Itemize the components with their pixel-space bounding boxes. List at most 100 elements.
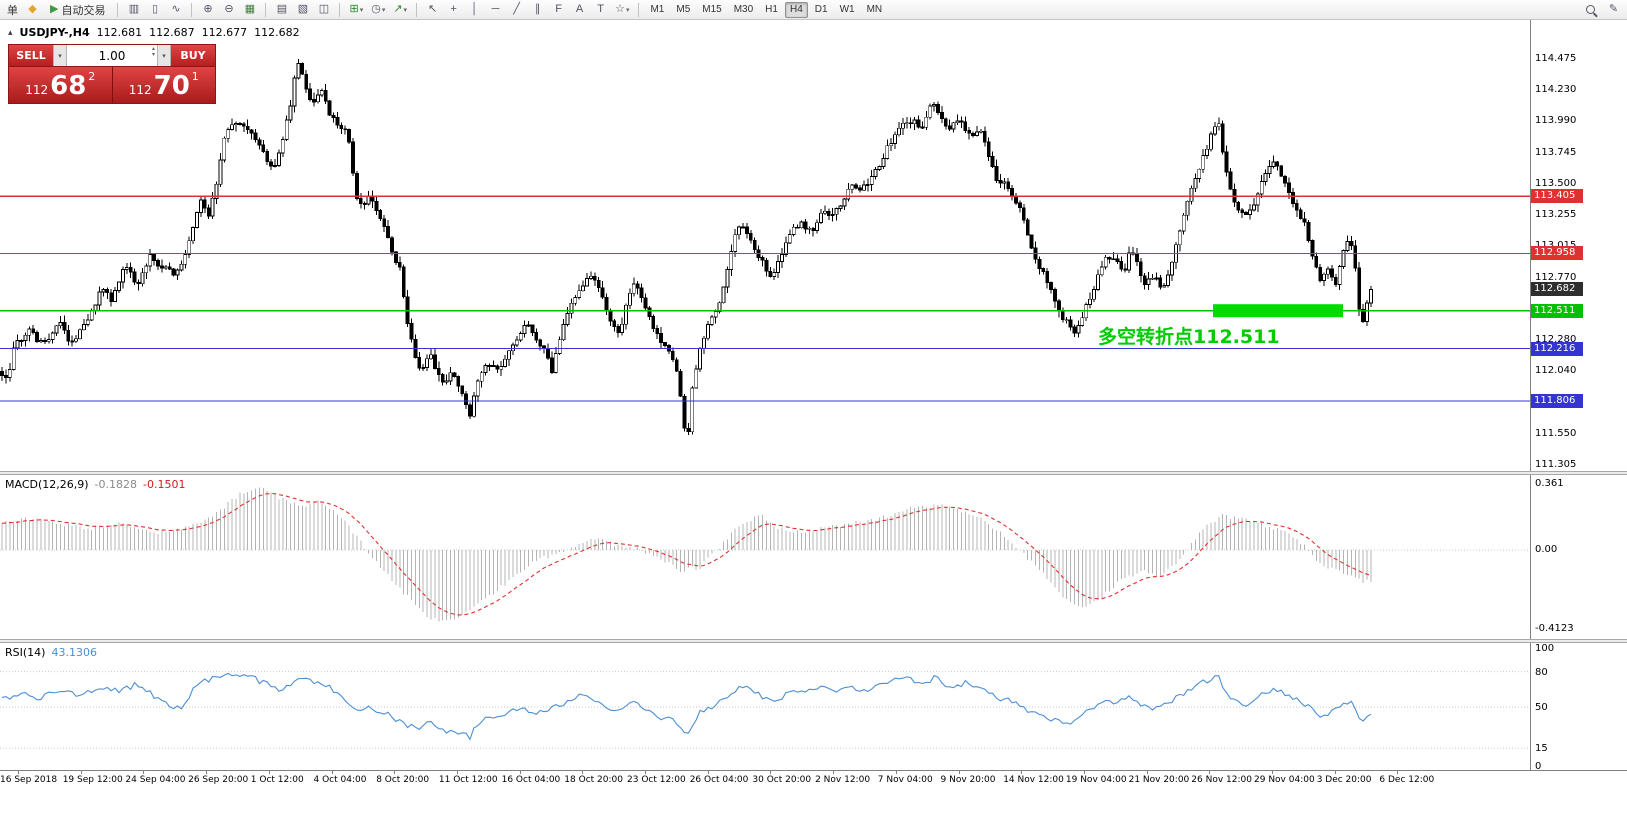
periods-icon[interactable]: ◷ ▾ [368, 1, 388, 18]
cascade-windows-icon-glyph: ▧ [297, 3, 309, 15]
timeframe-h4[interactable]: H4 [784, 1, 808, 18]
time-axis-tick [18, 771, 19, 774]
label-icon[interactable]: T [591, 1, 610, 18]
search-icon[interactable] [1581, 1, 1600, 18]
collapse-trade-panel-icon[interactable]: ▴ [8, 27, 13, 38]
trendline-icon[interactable]: ╱ [507, 1, 526, 18]
time-axis-label: 29 Nov 04:00 [1254, 775, 1315, 785]
spinner-up-icon[interactable]: ▴ [151, 45, 155, 52]
timeframe-d1[interactable]: D1 [810, 2, 833, 18]
tile-windows-icon[interactable]: ▦ [240, 1, 259, 18]
time-axis-tick [1021, 771, 1023, 774]
time-axis-label: 9 Nov 20:00 [940, 775, 996, 785]
macd-signal-value: -0.1501 [143, 478, 186, 491]
line-chart-icon[interactable]: ∿ [166, 1, 185, 18]
rsi-value: 43.1306 [51, 646, 97, 659]
timeframe-w1[interactable]: W1 [835, 2, 860, 18]
timeframe-m30[interactable]: M30 [729, 2, 758, 18]
text-icon[interactable]: A [570, 1, 589, 18]
magnifier-glyph [1586, 5, 1595, 14]
edit-icon[interactable]: ✎ [1604, 1, 1623, 18]
cascade-windows-icon[interactable]: ▧ [293, 1, 312, 18]
candlestick-chart[interactable] [0, 20, 1530, 471]
fibonacci-icon[interactable]: F [549, 1, 568, 18]
indicators-icon[interactable]: ↗ ▾ [390, 1, 410, 18]
price-axis-label: 111.305 [1535, 459, 1577, 471]
price-axis-label: 114.230 [1535, 84, 1577, 96]
horizontal-line-icon[interactable]: ─ [486, 1, 505, 18]
auto-trading-button[interactable]: ▶ 自动交易 [44, 1, 111, 18]
rsi-axis[interactable]: 100 80 50 15 0 [1530, 643, 1627, 770]
pencil-glyph: ✎ [1608, 3, 1619, 15]
sell-dropdown[interactable]: ▾ [53, 45, 67, 66]
time-axis-tick [1272, 771, 1273, 774]
panel-splitter[interactable] [0, 471, 1627, 475]
vertical-line-icon-glyph: │ [471, 3, 478, 15]
rsi-panel[interactable]: 100 80 50 15 0 RSI(14) 43.1306 [0, 643, 1627, 770]
indicators-icon-glyph: ↗ [393, 3, 403, 15]
buy-dropdown[interactable]: ▾ [157, 45, 171, 66]
zoom-in-icon[interactable]: ⊕ [198, 1, 217, 18]
buy-price-sup: 1 [191, 70, 199, 83]
price-level-badge: 111.806 [1531, 394, 1583, 409]
sell-price-button[interactable]: 112 68 2 [9, 67, 113, 103]
panel-splitter[interactable] [0, 639, 1627, 643]
timeframe-mn[interactable]: MN [862, 2, 888, 18]
cursor-icon[interactable]: ↖ [423, 1, 442, 18]
macd-chart[interactable] [0, 475, 1530, 639]
price-axis-label: 113.745 [1535, 146, 1577, 158]
bar-chart-icon[interactable]: ▥ [124, 1, 143, 18]
maximize-window-icon[interactable]: ◫ [314, 1, 333, 18]
lot-spinner[interactable]: ▴ ▾ [152, 46, 155, 58]
chevron-down-icon: ▾ [625, 6, 630, 14]
time-axis-tick [1334, 771, 1336, 774]
price-axis[interactable]: 114.475 114.230 113.990 113.745 113.500 113.2… [1530, 20, 1627, 471]
rsi-chart[interactable] [0, 643, 1530, 770]
price-axis-label: 111.550 [1535, 427, 1577, 439]
sell-button[interactable]: SELL [9, 45, 53, 66]
rsi-name: RSI(14) [5, 646, 46, 659]
shapes-icon[interactable]: ☆ ▾ [612, 1, 632, 18]
macd-axis-label: 0.00 [1535, 544, 1558, 555]
order-menu-label[interactable]: 单 [7, 3, 18, 17]
new-chart-icon[interactable]: ⊞ ▾ [346, 1, 366, 18]
timeframe-m5[interactable]: M5 [671, 2, 695, 18]
zoom-out-icon[interactable]: ⊖ [219, 1, 238, 18]
buy-button[interactable]: BUY [171, 45, 215, 66]
current-price-badge: 112.682 [1531, 281, 1583, 296]
time-axis-tick [645, 771, 646, 774]
time-axis-tick [80, 771, 82, 774]
buy-price-prefix: 112 [128, 83, 152, 98]
sell-price-big: 68 [50, 71, 87, 102]
chevron-down-icon: ▾ [359, 6, 364, 14]
time-axis-label: 23 Oct 12:00 [627, 775, 686, 785]
spinner-down-icon[interactable]: ▾ [151, 51, 155, 58]
toolbar-separator [638, 2, 640, 17]
lot-size-input[interactable]: 1.00 ▴ ▾ [67, 45, 157, 66]
buy-price-big: 70 [153, 71, 190, 102]
candlestick-icon[interactable]: ▯ [145, 1, 164, 18]
vertical-line-icon[interactable]: │ [465, 1, 484, 18]
chevron-down-icon: ▾ [162, 52, 166, 60]
symbol-name: USDJPY-,H4 [19, 26, 90, 39]
buy-price-button[interactable]: 112 70 1 [112, 67, 215, 103]
arrange-windows-icon[interactable]: ▤ [272, 1, 291, 18]
channel-icon[interactable]: ∥ [528, 1, 547, 18]
time-axis[interactable]: 16 Sep 2018 19 Sep 12:00 24 Sep 04:00 26 Se… [0, 770, 1627, 815]
price-axis-label: 112.770 [1535, 271, 1577, 283]
crosshair-icon[interactable]: + [444, 1, 463, 18]
macd-axis[interactable]: 0.361 0.00 -0.4123 [1530, 475, 1627, 639]
timeframe-m1[interactable]: M1 [645, 2, 669, 18]
macd-panel[interactable]: 0.361 0.00 -0.4123 MACD(12,26,9) -0.1828 -0.… [0, 475, 1627, 639]
timeframe-h1[interactable]: H1 [760, 2, 783, 18]
timeframe-m15[interactable]: M15 [697, 2, 726, 18]
time-axis-label: 14 Nov 12:00 [1003, 775, 1064, 785]
toolbar-separator [117, 2, 119, 17]
time-axis-tick [707, 771, 709, 774]
symbol-info: ▴ USDJPY-,H4 112.681 112.687 112.677 112… [8, 26, 300, 39]
new-order-icon[interactable]: ◆ [23, 1, 42, 18]
price-chart-panel[interactable]: 114.475 114.230 113.990 113.745 113.500 113.2… [0, 20, 1627, 471]
periods-icon-glyph: ◷ [371, 3, 381, 15]
auto-trading-label: 自动交易 [61, 4, 106, 17]
time-axis-label: 6 Dec 12:00 [1379, 775, 1435, 785]
